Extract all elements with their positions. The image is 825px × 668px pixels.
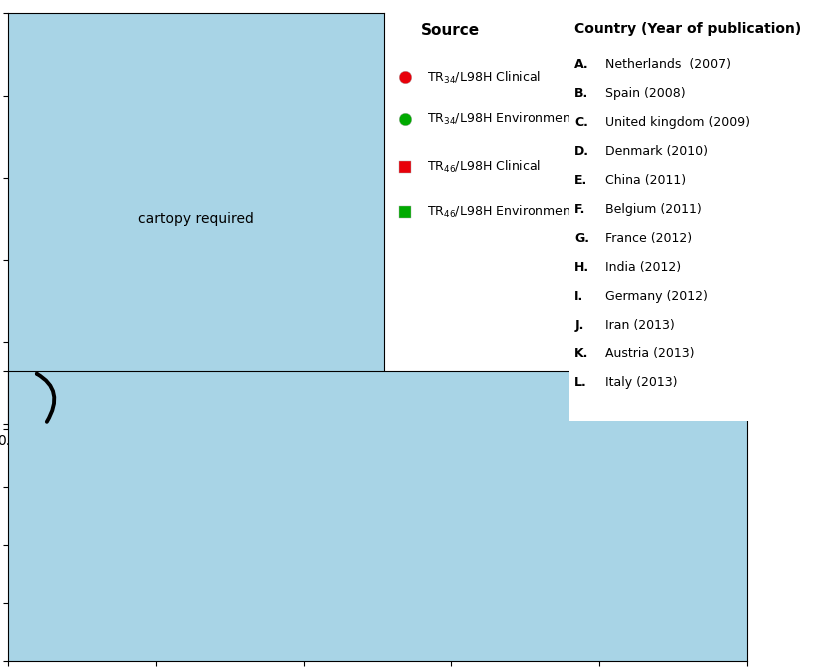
Text: E.: E. [574,174,587,187]
Text: F.: F. [574,203,586,216]
Text: France (2012): France (2012) [605,232,692,244]
Text: Austria (2013): Austria (2013) [605,347,695,361]
Text: C.: C. [574,116,588,129]
Text: L.: L. [574,377,587,389]
Text: K.: K. [574,347,589,361]
Text: Denmark (2010): Denmark (2010) [605,145,708,158]
Text: India (2012): India (2012) [605,261,681,274]
Text: TR$_{46}$/L98H Environmental: TR$_{46}$/L98H Environmental [427,204,587,220]
Text: Italy (2013): Italy (2013) [605,377,677,389]
Text: Source: Source [421,23,480,38]
Text: D.: D. [574,145,589,158]
Text: Iran (2013): Iran (2013) [605,319,675,331]
Text: United kingdom (2009): United kingdom (2009) [605,116,750,129]
Text: Spain (2008): Spain (2008) [605,87,686,100]
Text: cartopy required: cartopy required [138,212,254,226]
Text: China (2011): China (2011) [605,174,686,187]
Text: A.: A. [574,58,589,71]
Text: Belgium (2011): Belgium (2011) [605,203,702,216]
Text: G.: G. [574,232,589,244]
Text: TR$_{34}$/L98H Environmental: TR$_{34}$/L98H Environmental [427,111,587,127]
Text: H.: H. [574,261,590,274]
Text: Germany (2012): Germany (2012) [605,290,708,303]
Text: TR$_{46}$/L98H Clinical: TR$_{46}$/L98H Clinical [427,159,541,175]
Text: Netherlands  (2007): Netherlands (2007) [605,58,731,71]
Text: J.: J. [574,319,584,331]
Text: Country (Year of publication): Country (Year of publication) [574,21,802,35]
Text: B.: B. [574,87,588,100]
Text: I.: I. [574,290,583,303]
Text: TR$_{34}$/L98H Clinical: TR$_{34}$/L98H Clinical [427,69,541,86]
